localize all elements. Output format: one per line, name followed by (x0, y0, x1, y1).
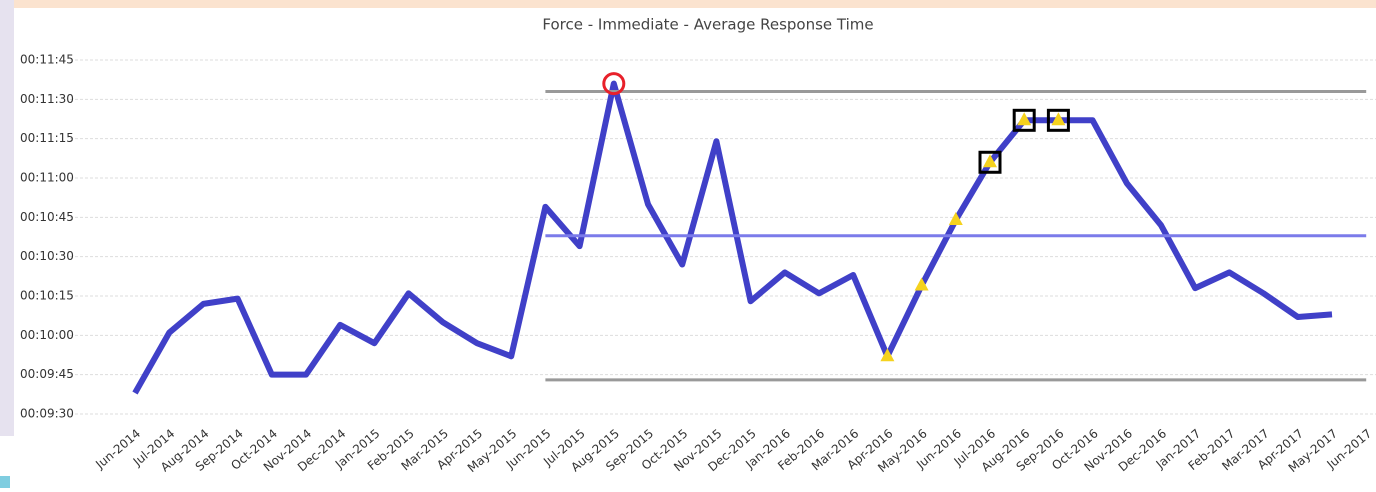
y-tick-label: 00:09:45 (20, 367, 74, 381)
side-strip (0, 0, 14, 436)
chart-title: Force - Immediate - Average Response Tim… (542, 16, 873, 34)
series-line (132, 80, 1333, 395)
square-marker (1046, 108, 1070, 132)
triangle-marker (880, 348, 895, 362)
background-strip (0, 0, 1376, 8)
y-tick-label: 00:10:30 (20, 249, 74, 263)
y-tick-label: 00:11:15 (20, 131, 74, 145)
y-tick-label: 00:10:00 (20, 328, 74, 342)
circle-marker (602, 72, 626, 96)
y-tick-label: 00:10:15 (20, 289, 74, 303)
square-marker (978, 150, 1002, 174)
triangle-marker (983, 154, 997, 168)
y-tick-label: 00:09:30 (20, 407, 74, 421)
y-tick-label: 00:10:45 (20, 210, 74, 224)
plot-background (14, 8, 1376, 488)
square-marker (1012, 108, 1036, 132)
triangle-marker (1051, 112, 1066, 126)
corner-strip (0, 476, 10, 488)
y-tick-label: 00:11:45 (20, 53, 74, 67)
y-tick-label: 00:11:30 (20, 92, 74, 106)
triangle-marker (948, 211, 963, 225)
triangle-marker (914, 277, 929, 291)
y-tick-label: 00:11:00 (20, 171, 74, 185)
triangle-marker (1017, 112, 1032, 126)
